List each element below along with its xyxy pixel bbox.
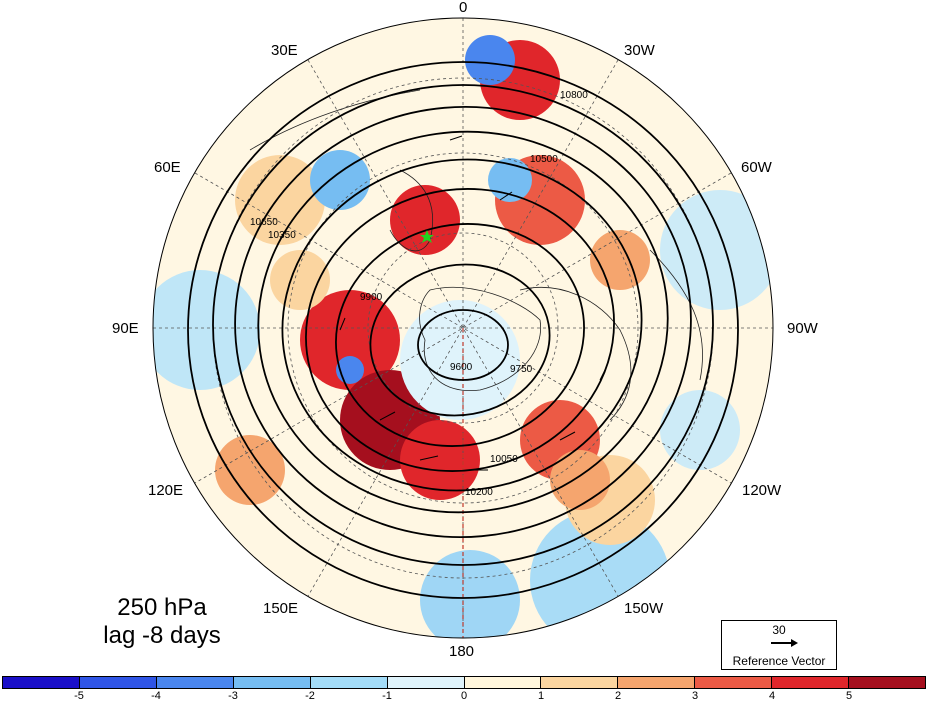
svg-text:10500: 10500 [530,154,558,165]
wind-vectors [339,135,607,471]
colorbar-swatch [695,677,773,688]
lon-label-150e: 150E [263,600,299,617]
svg-text:10050: 10050 [490,454,518,465]
svg-text:9900: 9900 [360,292,383,303]
svg-text:10800: 10800 [560,90,588,101]
colorbar-tick-label: 2 [614,690,622,702]
lag-title: lag -8 days [103,622,221,649]
lon-label-30e: 30E [271,42,298,59]
lon-label-60e: 60E [154,159,181,176]
colorbar-tick-label: 0 [460,690,468,702]
svg-text:10350: 10350 [268,230,296,241]
lon-label-60w: 60W [741,159,772,176]
colorbar-swatch [79,677,157,688]
lon-label-120e: 120E [148,482,184,499]
colorbar [2,676,926,689]
colorbar-swatch [3,677,80,688]
height-contours [187,61,739,599]
colorbar-tick-label: -2 [305,690,315,702]
colorbar-swatch [849,677,926,688]
colorbar-swatch [618,677,696,688]
colorbar-tick-label: 1 [537,690,545,702]
colorbar-tick-label: -3 [228,690,238,702]
lon-label-0: 0 [459,0,468,16]
colorbar-tick-label: -1 [382,690,392,702]
lon-label-150w: 150W [624,600,664,617]
reference-vector-value: 30 [772,623,786,637]
colorbar-tick-label: 4 [768,690,776,702]
lon-label-180: 180 [449,643,475,660]
svg-text:9600: 9600 [450,362,473,373]
pressure-level-title: 250 hPa [117,594,207,621]
reference-arrow-icon [771,639,798,647]
svg-text:10650: 10650 [250,217,278,228]
lon-label-120w: 120W [742,482,782,499]
reference-vector-caption: Reference Vector [732,654,826,668]
colorbar-swatch [233,677,311,688]
star-marker-icon [420,230,434,243]
lon-label-90w: 90W [787,320,818,337]
colorbar-swatch [310,677,388,688]
colorbar-swatch [772,677,850,688]
lon-label-30w: 30W [624,42,655,59]
colorbar-tick-label: 5 [845,690,853,702]
map-disc: 10800 10650 10500 10350 10200 10050 9900… [153,18,773,638]
lon-label-90e: 90E [112,320,139,337]
colorbar-tick-label: -4 [151,690,161,702]
colorbar-swatch [541,677,619,688]
svg-text:9750: 9750 [510,364,533,375]
colorbar-swatch [387,677,465,688]
reference-vector-box: 30 Reference Vector [721,620,837,670]
svg-text:10200: 10200 [465,487,493,498]
colorbar-swatch [156,677,234,688]
contour-value-labels: 10800 10650 10500 10350 10200 10050 9900… [250,90,588,498]
colorbar-tick-label: -5 [74,690,84,702]
colorbar-tick-label: 3 [691,690,699,702]
map-border [152,17,774,639]
colorbar-swatch [464,677,542,688]
